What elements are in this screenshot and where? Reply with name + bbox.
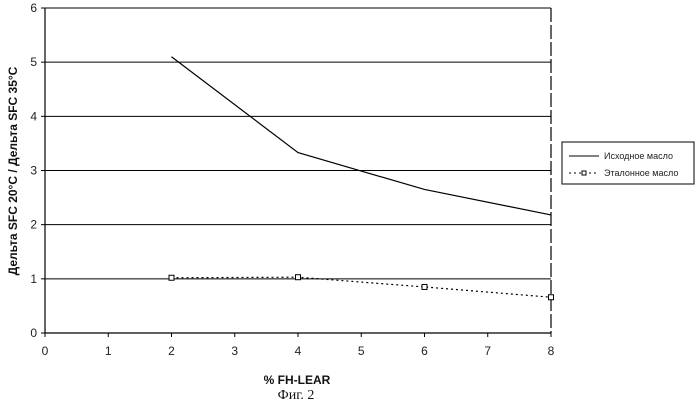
y-tick-label-5: 5 — [30, 55, 37, 69]
legend: Исходное масло Эталонное масло — [562, 142, 694, 184]
figure-caption: Фиг. 2 — [278, 388, 315, 403]
series-2-point-2 — [296, 275, 301, 280]
x-tick-label-1: 1 — [105, 344, 112, 358]
legend-label-series-1: Исходное масло — [604, 151, 673, 161]
y-tick-label-2: 2 — [30, 218, 37, 232]
gridlines — [45, 8, 551, 279]
axes — [41, 8, 551, 337]
series-line-2 — [172, 277, 552, 297]
y-tick-label-4: 4 — [30, 109, 37, 123]
legend-label-series-2: Эталонное масло — [604, 168, 678, 178]
legend-marker-series-2 — [582, 171, 586, 175]
x-tick-label-4: 4 — [295, 344, 302, 358]
x-tick-label-8: 8 — [548, 344, 555, 358]
series-2-point-1 — [169, 275, 174, 280]
y-tick-labels: 0 1 2 3 4 5 6 — [30, 1, 37, 340]
x-tick-label-2: 2 — [168, 344, 175, 358]
x-tick-label-6: 6 — [421, 344, 428, 358]
series-2-point-3 — [422, 284, 427, 289]
x-tick-label-3: 3 — [231, 344, 238, 358]
series-2-point-4 — [549, 295, 554, 300]
x-tick-label-5: 5 — [358, 344, 365, 358]
y-axis-title: Дельта SFC 20°C / Дельта SFC 35°C — [6, 66, 20, 275]
x-axis-title: % FH-LEAR — [264, 373, 331, 387]
y-tick-label-3: 3 — [30, 164, 37, 178]
x-tick-labels: 0 1 2 3 4 5 6 7 8 — [42, 344, 555, 358]
y-tick-label-0: 0 — [30, 326, 37, 340]
x-tick-label-7: 7 — [484, 344, 491, 358]
y-tick-label-6: 6 — [30, 1, 37, 15]
series-layer — [169, 57, 554, 300]
y-tick-label-1: 1 — [30, 272, 37, 286]
series-line-1 — [172, 57, 552, 215]
x-tick-label-0: 0 — [42, 344, 49, 358]
